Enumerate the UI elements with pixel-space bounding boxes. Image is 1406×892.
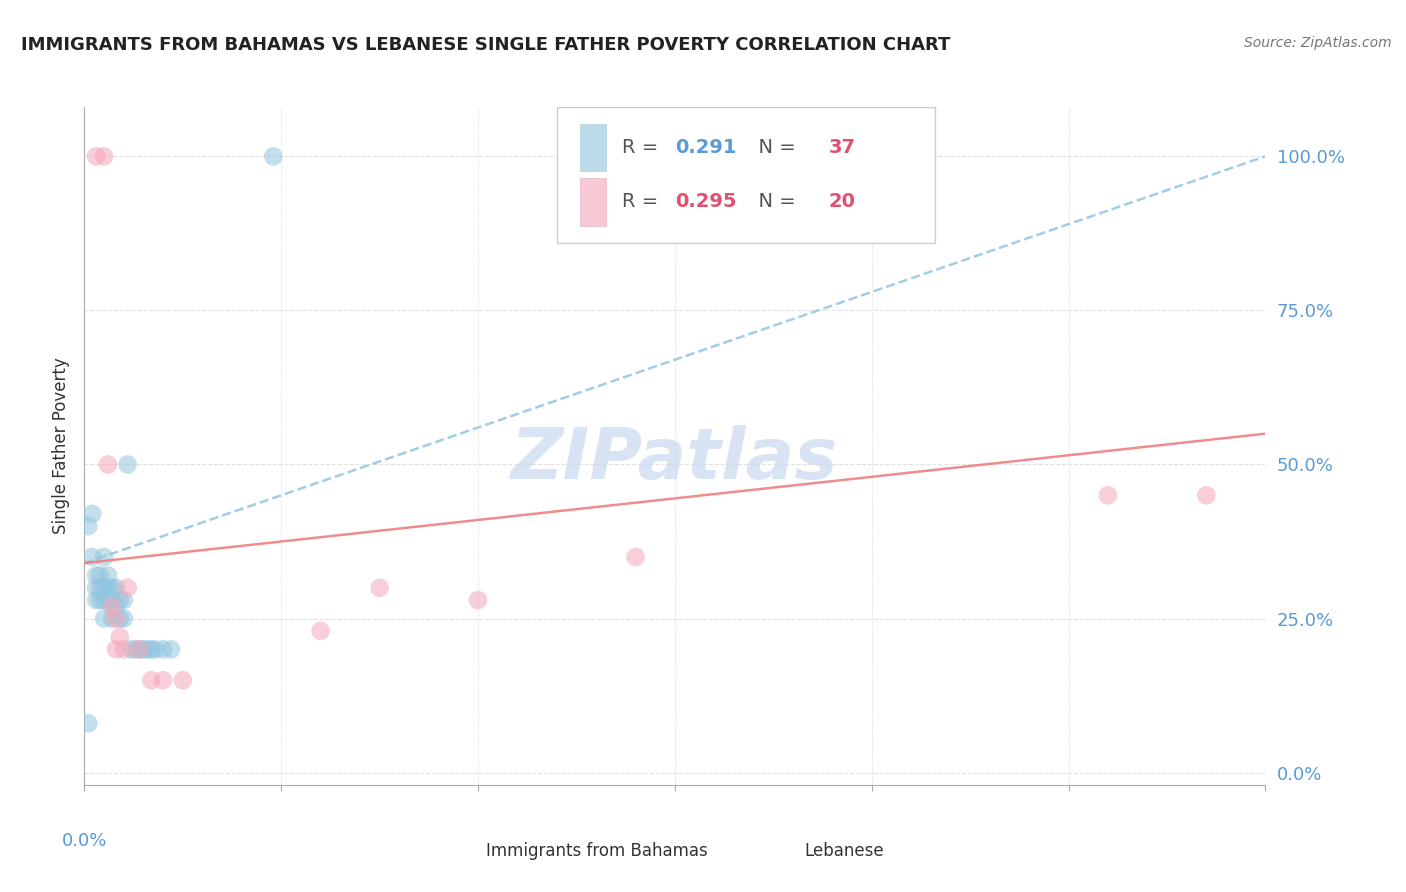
Point (84, 593, 107, 607)
Point (93, 549, 115, 564)
Text: 0.0%: 0.0% (62, 832, 107, 850)
Point (309, 624, 332, 638)
Point (89, 568, 111, 582)
Point (104, 611, 127, 625)
Y-axis label: Single Father Poverty: Single Father Poverty (52, 358, 70, 534)
FancyBboxPatch shape (557, 107, 935, 243)
Point (101, 611, 124, 625)
Point (93, 581, 115, 595)
Point (624, 549, 647, 564)
Point (104, 642, 127, 657)
Point (136, 642, 159, 657)
Point (124, 642, 146, 657)
Point (1195, 488, 1218, 502)
Point (368, 581, 391, 595)
Point (101, 593, 124, 607)
Point (97, 568, 120, 582)
Point (108, 630, 131, 644)
Bar (769, 838, 796, 865)
Point (117, 581, 139, 595)
Point (97, 593, 120, 607)
Text: 20: 20 (828, 193, 855, 211)
Point (262, 149, 284, 163)
Point (128, 642, 150, 657)
Point (121, 642, 143, 657)
Text: 0.291: 0.291 (675, 138, 737, 157)
Point (82, 507, 104, 521)
Point (1097, 488, 1119, 502)
Text: 37: 37 (828, 138, 855, 157)
Point (467, 593, 489, 607)
Text: Lebanese: Lebanese (804, 842, 884, 861)
Text: R =: R = (621, 193, 664, 211)
Text: 0.295: 0.295 (675, 193, 737, 211)
Point (160, 642, 183, 657)
Point (82, 549, 104, 564)
Point (112, 611, 135, 625)
Point (84, 581, 107, 595)
Point (104, 581, 127, 595)
Point (141, 673, 163, 688)
Point (101, 581, 124, 595)
Point (84, 149, 107, 163)
Point (89, 593, 111, 607)
Text: IMMIGRANTS FROM BAHAMAS VS LEBANESE SINGLE FATHER POVERTY CORRELATION CHART: IMMIGRANTS FROM BAHAMAS VS LEBANESE SING… (21, 36, 950, 54)
Point (77, 716, 100, 731)
Bar (581, 124, 606, 171)
Point (97, 458, 120, 472)
Point (93, 611, 115, 625)
Bar (450, 838, 477, 865)
Text: ZIPatlas: ZIPatlas (512, 425, 838, 494)
Point (108, 593, 131, 607)
Text: N =: N = (745, 193, 801, 211)
Point (132, 642, 155, 657)
Text: R =: R = (621, 138, 664, 157)
Point (152, 642, 174, 657)
Point (143, 642, 166, 657)
Point (104, 599, 127, 614)
Point (77, 519, 100, 533)
Text: N =: N = (745, 138, 801, 157)
Point (117, 458, 139, 472)
Point (84, 568, 107, 582)
Point (152, 673, 174, 688)
Point (108, 611, 131, 625)
Point (89, 581, 111, 595)
Point (141, 642, 163, 657)
Text: Source: ZipAtlas.com: Source: ZipAtlas.com (1244, 36, 1392, 50)
Point (93, 593, 115, 607)
Point (93, 149, 115, 163)
Point (112, 642, 135, 657)
Text: Immigrants from Bahamas: Immigrants from Bahamas (486, 842, 707, 861)
Point (101, 599, 124, 614)
Point (128, 642, 150, 657)
Point (97, 581, 120, 595)
Point (762, 149, 785, 163)
Point (112, 593, 135, 607)
Bar (581, 178, 606, 226)
Point (172, 673, 194, 688)
